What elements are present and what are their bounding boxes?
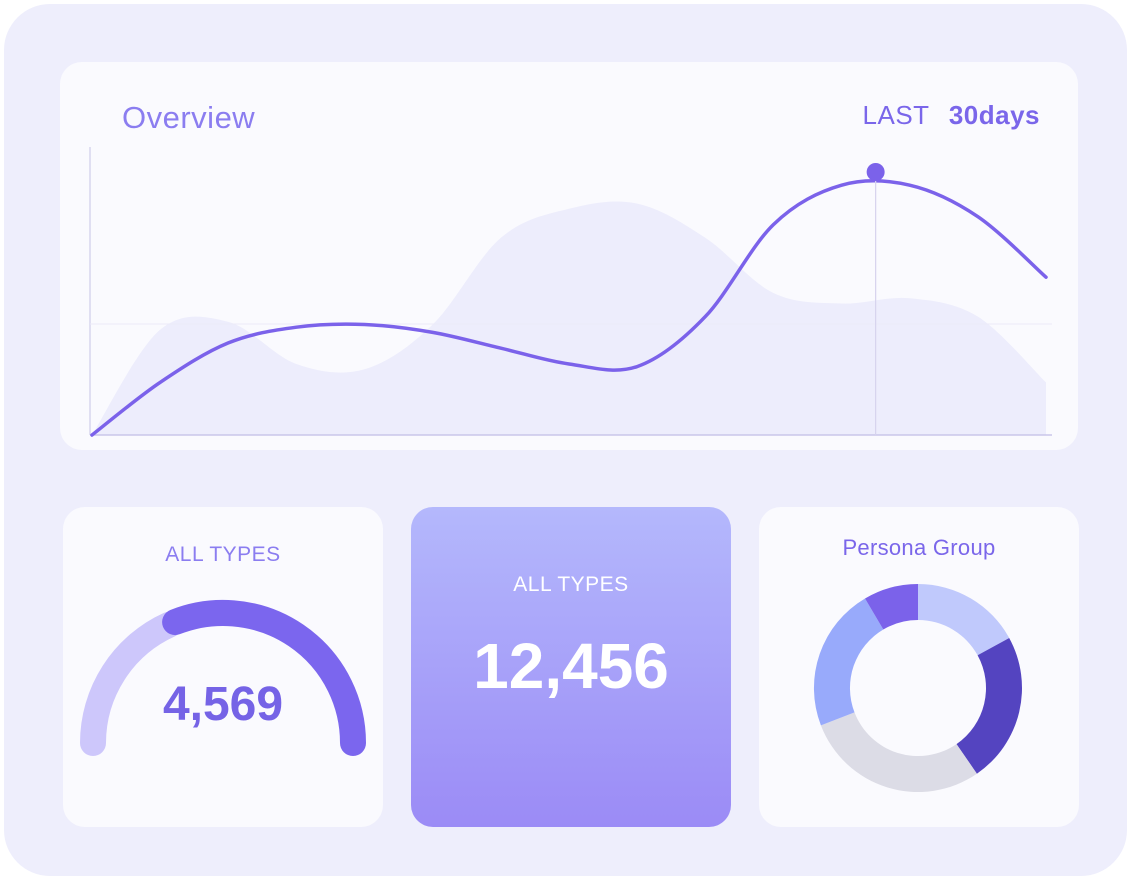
gauge-value: 4,569 [162,678,284,731]
range-prefix: LAST [862,100,930,130]
highlight-point [866,163,885,181]
overview-card: Overview LAST 30days [60,62,1078,450]
date-range-selector[interactable]: LAST 30days [863,100,1040,131]
line-series [90,178,1048,437]
persona-card: Persona Group [759,507,1079,827]
area-series [92,201,1046,435]
dashboard-frame: Overview LAST 30days ALL TYPES 4,569 ALL… [4,4,1127,876]
persona-donut-chart [813,584,1023,793]
total-label: ALL TYPES [513,573,629,596]
donut-slice-4 [813,598,884,726]
overview-chart [89,147,1052,437]
overview-title: Overview [122,100,256,135]
persona-title: Persona Group [842,535,996,560]
donut-slice-2 [956,638,1023,774]
gauge-chart [80,599,366,756]
donut-slice-1 [918,584,1010,656]
gauge-fill [162,599,366,756]
donut-slice-3 [820,712,977,793]
total-card: ALL TYPES 12,456 [411,507,731,827]
gauge-card: ALL TYPES 4,569 [63,507,383,827]
gauge-track [80,611,183,756]
total-value: 12,456 [473,630,669,702]
range-value: 30days [948,100,1040,130]
gauge-label: ALL TYPES [165,543,281,566]
donut-slice-5 [865,584,918,630]
